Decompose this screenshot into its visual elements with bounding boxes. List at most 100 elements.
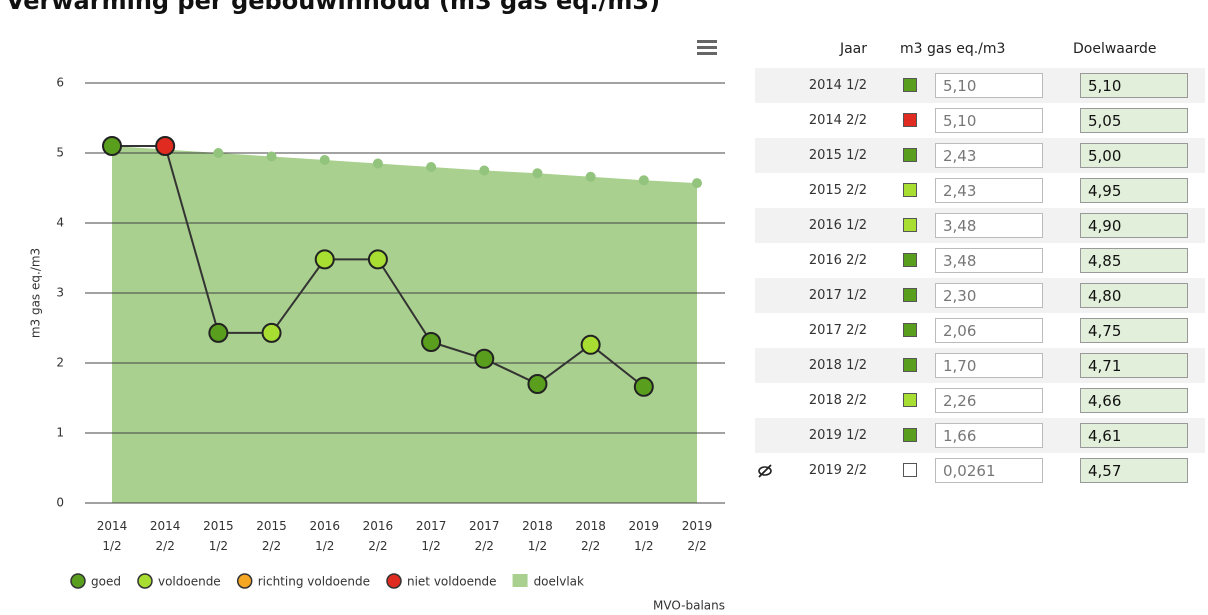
year: 2018 2/2 (808, 393, 867, 408)
table-row: 2014 2/2 5,10 5,05 (755, 103, 1205, 138)
value-input[interactable]: 2,30 (935, 283, 1043, 308)
x-tick-label: 2017 1/2 (416, 519, 447, 553)
y-tick-label: 6 (56, 76, 64, 90)
legend-swatch (512, 574, 528, 587)
target-area (112, 146, 697, 503)
menu-bar[interactable] (697, 40, 717, 43)
legend-label: niet voldoende (407, 575, 497, 589)
slash[interactable] (758, 464, 772, 478)
page-title: Verwarming per gebouwinhoud (m3 gas eq./… (6, 0, 661, 15)
target-value: 4,95 (1080, 178, 1188, 203)
target-value: 4,80 (1080, 283, 1188, 308)
year: 2019 2/2 (808, 463, 867, 478)
table-row: 2017 2/2 2,06 4,75 (755, 313, 1205, 348)
status-square (903, 323, 917, 337)
value-input[interactable]: 2,43 (935, 178, 1043, 203)
value-point (367, 249, 388, 270)
legend-label: goed (91, 575, 121, 589)
target-point (266, 151, 277, 162)
target-value: 4,71 (1080, 353, 1188, 378)
x-tick-label: 2014 1/2 (97, 519, 128, 553)
data-table: Jaar m3 gas eq./m3 Doelwaarde 2014 1/2 5,10 5… (755, 30, 1205, 488)
status-square (903, 113, 917, 127)
y-tick-label: 5 (56, 146, 64, 160)
table-row: 2015 2/2 2,43 4,95 (755, 173, 1205, 208)
value-input[interactable]: 2,06 (935, 318, 1043, 343)
year: 2016 2/2 (808, 253, 867, 268)
chart: 0 1 2 3 4 5 6 m3 gas eq./m3 2014 1/2 2014 2/2 2015 1/… (29, 40, 725, 613)
target-value: 4,90 (1080, 213, 1188, 238)
year: 2016 1/2 (808, 218, 867, 233)
year: 2017 1/2 (808, 288, 867, 303)
table-row: 2015 1/2 2,43 5,00 (755, 138, 1205, 173)
value-point (580, 334, 601, 355)
legend-label: doelvlak (534, 575, 584, 589)
value-input[interactable]: 0,0261 (935, 458, 1043, 483)
table-row: 2019 1/2 1,66 4,61 (755, 418, 1205, 453)
credit: MVO-balans (653, 599, 725, 613)
value-point (527, 374, 548, 394)
target-value: 4,85 (1080, 248, 1188, 273)
x-tick-label: 2018 2/2 (575, 519, 606, 553)
legend-swatch (236, 573, 253, 589)
value-input[interactable]: 3,48 (935, 248, 1043, 273)
value-input[interactable]: 5,10 (935, 73, 1043, 98)
table-row: 2014 1/2 5,10 5,10 (755, 68, 1205, 103)
menu-bar[interactable] (697, 46, 717, 49)
target-point (638, 175, 649, 186)
legend-label: voldoende (158, 575, 221, 589)
target-point (213, 148, 224, 158)
status-square (903, 288, 917, 302)
column-header: Jaar (839, 41, 867, 57)
legend-swatch (70, 573, 86, 589)
value-point (261, 322, 282, 343)
value-input[interactable]: 5,10 (935, 108, 1043, 133)
x-tick-label: 2017 2/2 (469, 519, 500, 553)
value-input[interactable]: 1,70 (935, 353, 1043, 378)
status-square (903, 358, 917, 372)
target-point (479, 165, 490, 176)
eye[interactable] (758, 466, 772, 476)
target-point (585, 171, 596, 182)
table-row: 2017 1/2 2,30 4,80 (755, 278, 1205, 313)
y-tick-label: 2 (56, 356, 64, 370)
year: 2018 1/2 (808, 358, 867, 373)
x-tick-label: 2015 1/2 (203, 519, 234, 553)
target-point (692, 178, 702, 189)
table-row: 2016 2/2 3,48 4,85 (755, 243, 1205, 278)
x-tick-label: 2018 1/2 (522, 519, 553, 553)
x-tick-label: 2016 2/2 (363, 519, 394, 553)
status-square (903, 183, 917, 197)
x-tick-label: 2019 2/2 (682, 519, 713, 553)
hidden-icon[interactable] (757, 464, 773, 478)
value-point (155, 136, 176, 156)
target-value: 4,66 (1080, 388, 1188, 413)
x-tick-label: 2019 1/2 (629, 519, 660, 553)
table-row: 2019 2/2 0,0261 4,57 (755, 453, 1205, 488)
menu-icon[interactable] (697, 40, 717, 55)
value-input[interactable]: 2,43 (935, 143, 1043, 168)
value-input[interactable]: 1,66 (935, 423, 1043, 448)
status-square (903, 253, 917, 267)
y-tick-label: 4 (56, 216, 64, 230)
target-value: 4,75 (1080, 318, 1188, 343)
column-header: Doelwaarde (1073, 41, 1157, 57)
table-row: 2018 2/2 2,26 4,66 (755, 383, 1205, 418)
x-tick-label: 2016 1/2 (309, 519, 340, 553)
value-input[interactable]: 3,48 (935, 213, 1043, 238)
value-input[interactable]: 2,26 (935, 388, 1043, 413)
y-tick-label: 1 (56, 426, 64, 440)
table-header: Jaar m3 gas eq./m3 Doelwaarde (755, 30, 1205, 68)
year: 2017 2/2 (808, 323, 867, 338)
status-square (903, 78, 917, 92)
menu-bar[interactable] (697, 52, 717, 55)
value-point (633, 376, 654, 397)
legend-swatch (137, 573, 153, 589)
year: 2015 2/2 (808, 183, 867, 198)
value-point (474, 348, 495, 369)
status-square (903, 393, 917, 407)
y-tick-label: 3 (56, 286, 64, 300)
value-point (102, 136, 122, 156)
year: 2014 2/2 (808, 113, 867, 128)
